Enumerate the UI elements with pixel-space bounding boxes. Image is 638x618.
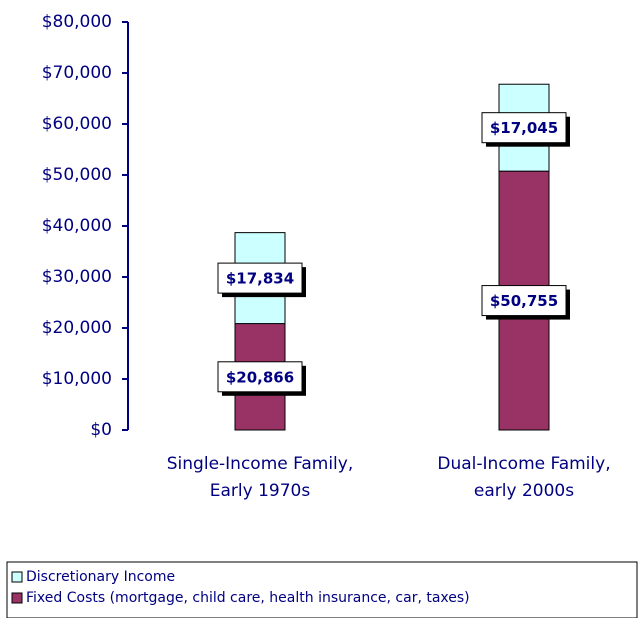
legend-swatch — [11, 592, 23, 604]
y-tick-label: $0 — [90, 420, 112, 440]
y-tick-label: $10,000 — [42, 369, 112, 389]
y-tick-label: $30,000 — [42, 267, 112, 287]
y-tick-label: $50,000 — [42, 165, 112, 185]
data-label: $17,834 — [226, 270, 294, 288]
label-box — [481, 285, 567, 317]
y-tick-label: $40,000 — [42, 216, 112, 236]
legend-swatch — [11, 571, 23, 583]
y-tick-label: $20,000 — [42, 318, 112, 338]
y-tick-label: $70,000 — [42, 63, 112, 83]
legend-box — [6, 561, 638, 618]
data-label: $17,045 — [490, 119, 558, 137]
data-label: $20,866 — [226, 368, 294, 386]
legend-label: Discretionary Income — [26, 569, 175, 585]
label-box — [217, 361, 303, 393]
legend-label: Fixed Costs (mortgage, child care, healt… — [26, 590, 470, 606]
x-tick-label: Dual-Income Family, early 2000s — [437, 454, 611, 501]
data-label: $50,755 — [490, 292, 558, 310]
y-tick-label: $60,000 — [42, 114, 112, 134]
label-box — [217, 262, 303, 294]
label-box — [481, 112, 567, 144]
x-tick-label: Single-Income Family, Early 1970s — [166, 454, 354, 501]
y-tick-label: $80,000 — [42, 12, 112, 32]
